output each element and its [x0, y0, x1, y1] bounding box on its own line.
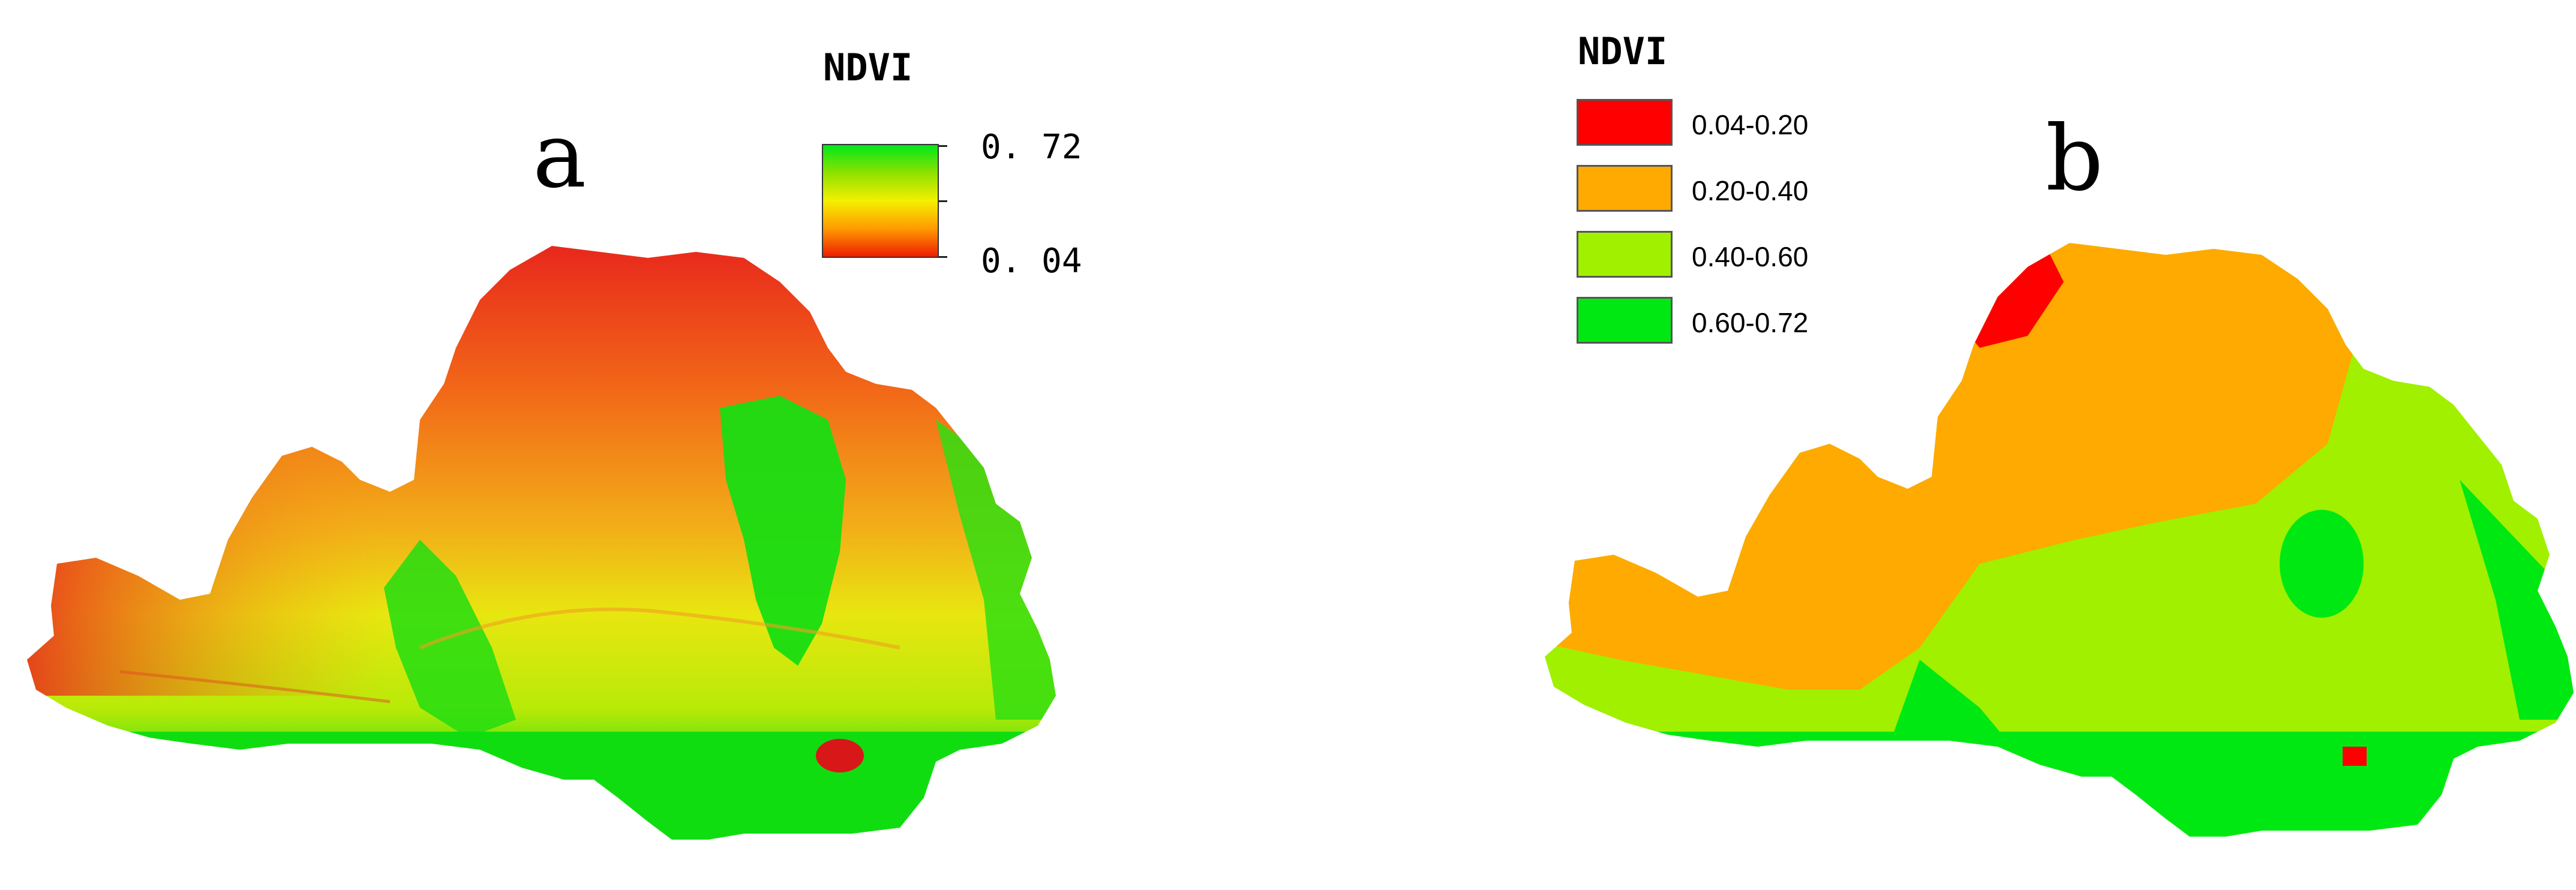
ndvi-continuous-map — [27, 246, 1056, 840]
panel-b-label: b — [2046, 107, 2104, 211]
class-label-2: 0.20-0.40 — [1692, 175, 1809, 206]
panel-a-label: a — [533, 104, 587, 208]
color-ramp — [822, 144, 939, 258]
class-swatch-2 — [1577, 165, 1673, 212]
ramp-tick-top — [939, 145, 947, 147]
class-label-4: 0.60-0.72 — [1692, 307, 1809, 338]
class-swatch-3 — [1577, 231, 1673, 278]
class-label-3: 0.40-0.60 — [1692, 241, 1809, 272]
legend-b-title: NDVI — [1578, 29, 1668, 73]
ramp-min-label: 0. 04 — [981, 242, 1082, 281]
class-swatch-4 — [1577, 297, 1673, 344]
ramp-tick-bottom — [939, 256, 947, 258]
ramp-max-label: 0. 72 — [981, 128, 1082, 167]
ramp-tick-mid — [939, 200, 947, 202]
class-label-1: 0.04-0.20 — [1692, 109, 1809, 140]
class-swatch-1 — [1577, 99, 1673, 146]
legend-a-title: NDVI — [823, 46, 913, 89]
